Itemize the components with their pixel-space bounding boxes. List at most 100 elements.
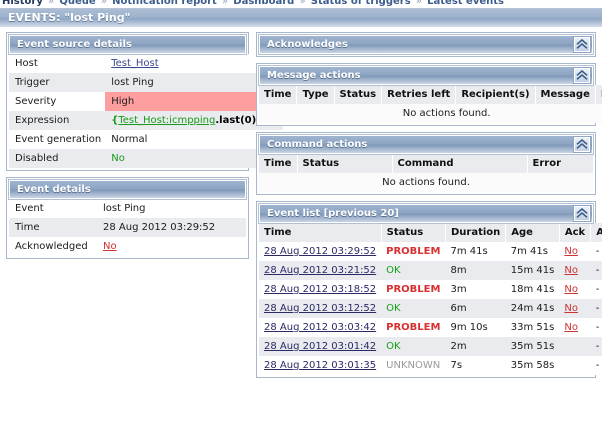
- panel-title: Event list [previous 20]: [267, 208, 399, 219]
- cell-time: 28 Aug 2012 03:18:52: [259, 280, 382, 299]
- left-column: Event source details Host Test_Host Trig…: [6, 32, 283, 265]
- ack-link[interactable]: No: [564, 284, 578, 295]
- row-label-time: Time: [9, 218, 97, 237]
- message-actions-table: Time Type Status Retries left Recipient(…: [259, 85, 602, 123]
- cell-ack: No: [559, 318, 591, 337]
- page-title: EVENTS: "lost Ping": [0, 9, 602, 28]
- breadcrumb-link[interactable]: Status of triggers: [310, 0, 411, 7]
- column-header-status[interactable]: Status: [297, 154, 393, 173]
- panel-acknowledges: Acknowledges: [256, 32, 596, 57]
- row-label-severity: Severity: [9, 92, 106, 111]
- table-row: Time 28 Aug 2012 03:29:52: [9, 218, 246, 237]
- status-badge: OK: [386, 303, 401, 314]
- cell-ack: No: [559, 242, 591, 261]
- cell-ack: No: [559, 299, 591, 318]
- breadcrumb-separator: »: [296, 0, 309, 7]
- cell-status: OK: [381, 261, 446, 280]
- cell-ack: [559, 356, 591, 375]
- column-header-status[interactable]: Status: [334, 85, 383, 104]
- event-time-link[interactable]: 28 Aug 2012 03:12:52: [264, 303, 377, 314]
- column-header-age[interactable]: Age: [505, 223, 560, 242]
- table-row: 28 Aug 2012 03:03:42 PROBLEM 9m 10s 33m 51s…: [259, 318, 602, 337]
- panel-event-details: Event details Event lost Ping Time 28 Au…: [6, 177, 249, 259]
- column-header-error[interactable]: Error: [527, 154, 593, 173]
- ack-link[interactable]: No: [564, 322, 578, 333]
- cell-age: 33m 51s: [505, 318, 560, 337]
- event-time-link[interactable]: 28 Aug 2012 03:29:52: [264, 246, 377, 257]
- column-header-message[interactable]: Message: [535, 85, 596, 104]
- table-row: Acknowledged No: [9, 237, 246, 256]
- cell-status: PROBLEM: [381, 280, 446, 299]
- event-time-link[interactable]: 28 Aug 2012 03:01:42: [264, 341, 377, 352]
- cell-status: OK: [381, 337, 446, 356]
- command-actions-table: Time Status Command Error No actions fou…: [259, 154, 593, 192]
- ack-link[interactable]: No: [564, 265, 578, 276]
- cell-actions: -: [590, 261, 602, 280]
- breadcrumb-link[interactable]: Notification report: [112, 0, 217, 7]
- column-header-time[interactable]: Time: [259, 85, 298, 104]
- event-time-link[interactable]: 28 Aug 2012 03:21:52: [264, 265, 377, 276]
- column-header-type[interactable]: Type: [296, 85, 335, 104]
- row-label-disabled: Disabled: [9, 149, 106, 168]
- cell-ack: No: [559, 261, 591, 280]
- column-header-status[interactable]: Status: [381, 223, 446, 242]
- cell-status: PROBLEM: [381, 318, 446, 337]
- cell-status: PROBLEM: [381, 242, 446, 261]
- row-label-acknowledged: Acknowledged: [9, 237, 97, 256]
- column-header-retries-left[interactable]: Retries left: [381, 85, 457, 104]
- ack-link[interactable]: No: [564, 303, 578, 314]
- table-row: 28 Aug 2012 03:21:52 OK 8m 15m 41s No -: [259, 261, 602, 280]
- breadcrumb-separator: »: [44, 0, 58, 7]
- column-header-error[interactable]: Error: [595, 85, 602, 104]
- breadcrumb-link[interactable]: Dashboard: [233, 0, 295, 7]
- event-time-link[interactable]: 28 Aug 2012 03:03:42: [264, 322, 377, 333]
- row-value-disabled: No: [105, 149, 283, 168]
- table-row: Event generation Normal: [9, 130, 283, 149]
- expression-item-link[interactable]: Test_Host:icmpping: [118, 115, 216, 126]
- event-time-link[interactable]: 28 Aug 2012 03:01:35: [264, 360, 377, 371]
- empty-state-message: No actions found.: [259, 104, 602, 123]
- panel-event-source-details: Event source details Host Test_Host Trig…: [6, 32, 283, 171]
- collapse-button-acknowledges[interactable]: [573, 36, 591, 53]
- table-row-empty: No actions found.: [259, 104, 602, 123]
- panel-message-actions: Message actions Time Type Status Retries…: [256, 63, 602, 126]
- panel-event-list: Event list [previous 20] Time Status Dur…: [256, 201, 602, 378]
- column-header-recipients[interactable]: Recipient(s): [455, 85, 536, 104]
- acknowledge-link[interactable]: No: [103, 241, 117, 252]
- panel-title: Command actions: [267, 139, 368, 150]
- collapse-button-event-list[interactable]: [573, 205, 591, 222]
- collapse-button-command-actions[interactable]: [573, 136, 591, 153]
- right-column: Acknowledges Message actions Time: [256, 32, 602, 384]
- cell-age: 35m 58s: [505, 356, 560, 375]
- expression-tail: .last(0)}=0: [215, 115, 279, 126]
- event-source-details-table: Host Test_Host Trigger lost Ping Severit…: [9, 54, 283, 168]
- breadcrumb-link[interactable]: Queue: [59, 0, 96, 7]
- panel-title: Message actions: [267, 70, 361, 81]
- panel-header-event-source-details: Event source details: [8, 34, 247, 55]
- breadcrumb-link[interactable]: History: [2, 0, 43, 7]
- column-header-actions[interactable]: Actions: [590, 223, 602, 242]
- event-details-table: Event lost Ping Time 28 Aug 2012 03:29:5…: [9, 199, 246, 256]
- ack-link[interactable]: No: [564, 246, 578, 257]
- cell-duration: 2m: [445, 337, 506, 356]
- column-header-time[interactable]: Time: [259, 223, 382, 242]
- cell-actions: -: [590, 242, 602, 261]
- cell-age: 7m 41s: [505, 242, 560, 261]
- host-link[interactable]: Test_Host: [111, 58, 159, 69]
- cell-time: 28 Aug 2012 03:21:52: [259, 261, 382, 280]
- column-header-time[interactable]: Time: [259, 154, 298, 173]
- breadcrumb-separator: »: [218, 0, 232, 7]
- status-badge: OK: [386, 265, 401, 276]
- event-time-link[interactable]: 28 Aug 2012 03:18:52: [264, 284, 377, 295]
- column-header-ack[interactable]: Ack: [559, 223, 592, 242]
- column-header-command[interactable]: Command: [392, 154, 528, 173]
- collapse-button-message-actions[interactable]: [573, 67, 591, 84]
- panel-title: Event source details: [17, 39, 132, 50]
- cell-ack: [559, 337, 591, 356]
- breadcrumb-link[interactable]: Latest events: [427, 0, 504, 7]
- table-header-row: Time Status Command Error: [259, 154, 593, 173]
- table-row-empty: No actions found.: [259, 173, 593, 192]
- column-header-duration[interactable]: Duration: [445, 223, 507, 242]
- row-value-event: lost Ping: [97, 199, 246, 218]
- table-header-row: Time Type Status Retries left Recipient(…: [259, 85, 602, 104]
